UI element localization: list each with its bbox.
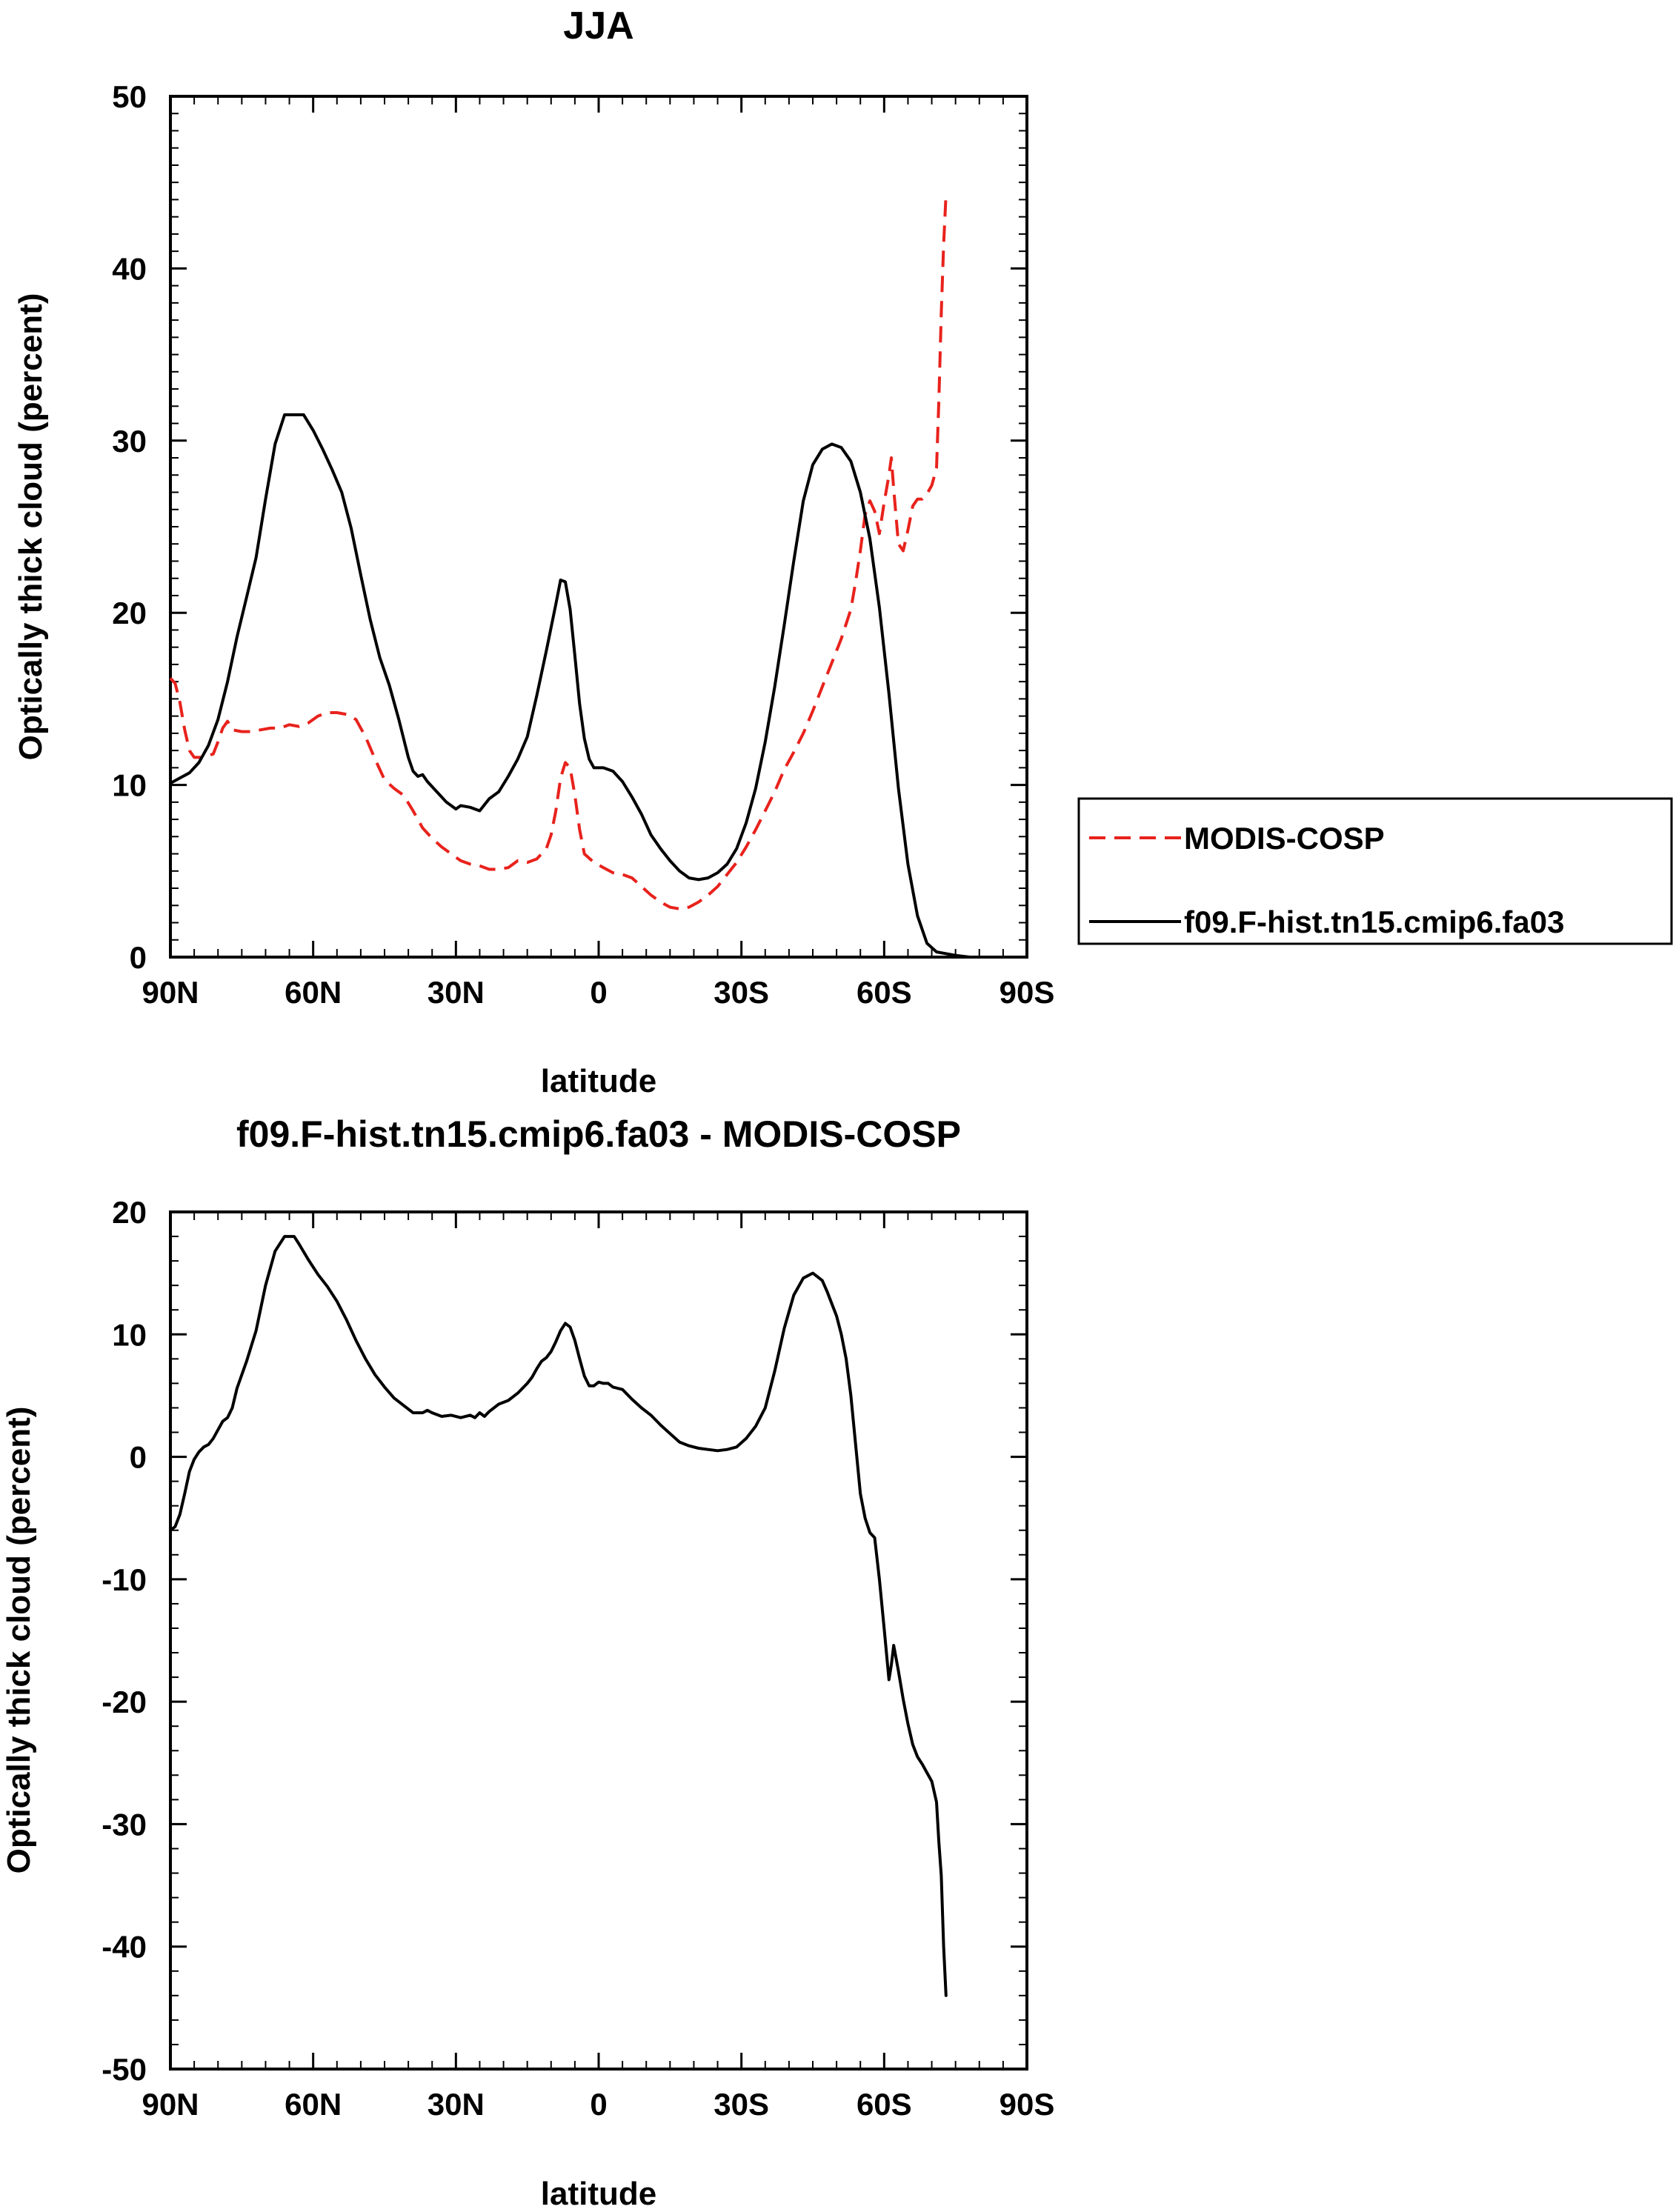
- y-tick-label: 50: [112, 79, 147, 114]
- bottom-chart-title: f09.F-hist.tn15.cmip6.fa03 - MODIS-COSP: [236, 1113, 961, 1155]
- x-tick-label: 30S: [714, 975, 769, 1010]
- y-tick-label: 0: [130, 1440, 147, 1475]
- bottom-plot-frame: [169, 1210, 1028, 2071]
- top-series-layer: [169, 194, 971, 959]
- y-tick-label: -40: [102, 1930, 147, 1965]
- x-tick-label: 30N: [428, 975, 485, 1010]
- top-axes: 90N 60N 30N 0 30S 60S 90S 0 10 20 30 40 50: [112, 79, 1054, 1010]
- y-tick-label: -30: [102, 1807, 147, 1842]
- legend-box: [1077, 797, 1673, 945]
- legend-label-modis: MODIS-COSP: [1184, 821, 1385, 856]
- bottom-y-axis-label: Optically thick cloud (percent): [1, 1407, 37, 1874]
- bottom-axes: 90N 60N 30N 0 30S 60S 90S 20 10 0 -10 -20 -30 -40 -50: [102, 1195, 1054, 2122]
- bottom-x-axis-label: latitude: [541, 2176, 656, 2212]
- top-chart-title: JJA: [563, 4, 633, 47]
- y-tick-label: 20: [112, 1195, 147, 1230]
- y-tick-label: 0: [130, 940, 147, 975]
- y-tick-label: 20: [112, 596, 147, 630]
- x-tick-label: 90N: [142, 2087, 199, 2122]
- y-tick-label: 30: [112, 424, 147, 459]
- series-line-f09-f-hist-tn15-cmip6-fa03: [169, 413, 971, 959]
- legend-label-model: f09.F-hist.tn15.cmip6.fa03: [1184, 905, 1565, 939]
- top-x-axis-label: latitude: [541, 1063, 656, 1099]
- top-panel: JJA 90N 60N 30N 0 30S 60S 90S 0 10 20 30 40 50 latit…: [13, 4, 1054, 1099]
- bottom-panel: f09.F-hist.tn15.cmip6.fa03 - MODIS-COSP …: [1, 1113, 1054, 2212]
- x-tick-label: 90N: [142, 975, 199, 1010]
- y-tick-label: 10: [112, 1317, 147, 1352]
- x-tick-label: 60S: [857, 2087, 912, 2122]
- bottom-series-layer: [169, 1235, 948, 1997]
- x-tick-label: 30N: [428, 2087, 485, 2122]
- series-line-difference: [169, 1235, 948, 1997]
- x-tick-label: 60N: [285, 975, 342, 1010]
- x-tick-label: 0: [590, 2087, 607, 2122]
- x-tick-label: 0: [590, 975, 607, 1010]
- y-tick-label: -10: [102, 1562, 147, 1597]
- y-tick-label: -20: [102, 1685, 147, 1719]
- y-tick-label: 10: [112, 768, 147, 803]
- x-tick-label: 30S: [714, 2087, 769, 2122]
- legend: MODIS-COSP f09.F-hist.tn15.cmip6.fa03: [1077, 797, 1673, 945]
- y-tick-label: -50: [102, 2052, 147, 2087]
- top-y-axis-label: Optically thick cloud (percent): [13, 293, 49, 761]
- x-tick-label: 60S: [857, 975, 912, 1010]
- series-line-modis-cosp: [169, 194, 948, 910]
- x-tick-label: 60N: [285, 2087, 342, 2122]
- x-tick-label: 90S: [1000, 975, 1055, 1010]
- y-tick-label: 40: [112, 251, 147, 286]
- x-tick-label: 90S: [1000, 2087, 1055, 2122]
